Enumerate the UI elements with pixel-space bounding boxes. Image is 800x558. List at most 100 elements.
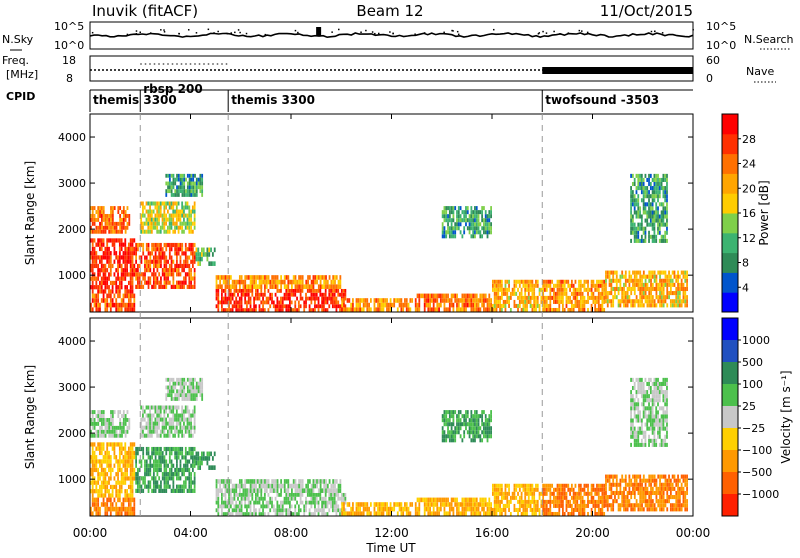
noise-search-point: [246, 33, 248, 35]
power-cell: [625, 295, 627, 299]
power-cell: [605, 271, 607, 275]
power-cell: [332, 297, 334, 301]
power-cell: [148, 281, 150, 285]
velocity-cell: [323, 512, 325, 516]
power-cell: [605, 287, 607, 291]
power-cell: [639, 239, 641, 243]
power-cell: [537, 304, 539, 308]
velocity-cell: [173, 389, 175, 393]
power-cell: [330, 300, 332, 304]
velocity-cell: [185, 410, 187, 414]
power-cell: [183, 210, 185, 214]
power-cell: [95, 264, 97, 268]
power-cell: [121, 307, 123, 312]
power-cell: [106, 255, 108, 259]
velocity-cell: [196, 456, 198, 461]
power-cell: [408, 303, 410, 308]
power-cell: [169, 243, 171, 247]
power-cell: [180, 285, 182, 289]
power-cell: [684, 295, 686, 299]
power-cell: [637, 223, 639, 227]
velocity-cell: [114, 447, 116, 451]
velocity-cell: [123, 472, 125, 476]
velocity-cell: [199, 382, 201, 386]
velocity-cell: [115, 481, 117, 485]
velocity-cell: [162, 472, 164, 476]
velocity-cell: [174, 418, 176, 422]
velocity-cell: [95, 481, 97, 485]
velocity-cell: [156, 434, 158, 438]
power-cell: [271, 300, 273, 304]
power-cell: [483, 307, 485, 312]
velocity-cell: [115, 511, 117, 516]
velocity-cell: [280, 512, 282, 516]
power-cell: [158, 251, 160, 255]
power-cell: [560, 284, 562, 288]
power-cell: [379, 298, 381, 303]
power-cell: [169, 185, 171, 189]
power-cell: [438, 307, 440, 312]
power-cell: [162, 268, 164, 272]
power-cell: [415, 307, 417, 312]
velocity-cell: [146, 405, 148, 409]
power-cell: [221, 284, 223, 289]
power-cell: [172, 210, 174, 214]
velocity-cell: [144, 459, 146, 463]
power-cell: [298, 304, 300, 308]
power-cell: [250, 304, 252, 308]
power-cell: [652, 190, 654, 194]
power-cell: [146, 243, 148, 247]
velocity-cell: [327, 484, 329, 489]
power-cell: [609, 291, 611, 295]
power-cell: [253, 275, 255, 280]
velocity-cell: [133, 442, 135, 446]
power-cell: [458, 206, 460, 210]
power-cell: [137, 285, 139, 289]
power-cell: [665, 299, 667, 303]
velocity-cell: [225, 504, 227, 508]
power-cell: [458, 214, 460, 218]
power-cell: [307, 275, 309, 280]
power-cell: [189, 182, 191, 186]
power-cell: [661, 279, 663, 283]
power-cell: [226, 284, 228, 289]
velocity-cell: [192, 382, 194, 386]
power-cell: [621, 275, 623, 279]
velocity-cell: [165, 393, 167, 397]
power-cell: [645, 219, 647, 223]
power-cell: [192, 251, 194, 255]
power-cell: [140, 230, 142, 234]
power-cell: [499, 280, 501, 284]
power-cell: [157, 260, 159, 264]
velocity-cell: [151, 451, 153, 455]
velocity-cell: [496, 488, 498, 492]
power-cell: [217, 289, 219, 293]
velocity-cell: [294, 508, 296, 512]
power-cell: [119, 285, 121, 289]
velocity-cell: [461, 502, 463, 507]
velocity-cell: [188, 459, 190, 463]
power-cell: [165, 222, 167, 226]
power-cell: [494, 296, 496, 300]
velocity-cell: [176, 464, 178, 468]
velocity-cell: [548, 484, 550, 488]
velocity-cell: [142, 405, 144, 409]
power-cell: [551, 288, 553, 292]
velocity-cell: [262, 504, 264, 508]
velocity-cell: [243, 488, 245, 493]
power-cell: [169, 226, 171, 230]
velocity-cell: [216, 493, 218, 497]
velocity-cell: [137, 472, 139, 476]
velocity-cell: [133, 511, 135, 516]
power-cell: [359, 298, 361, 303]
velocity-cell: [132, 447, 134, 451]
velocity-cell: [314, 493, 316, 497]
power-cell: [169, 222, 171, 226]
power-cell: [684, 287, 686, 291]
power-cell: [250, 280, 252, 285]
power-cell: [648, 194, 650, 198]
power-cell: [293, 293, 295, 297]
power-cell: [461, 298, 463, 303]
power-cell: [194, 182, 196, 186]
